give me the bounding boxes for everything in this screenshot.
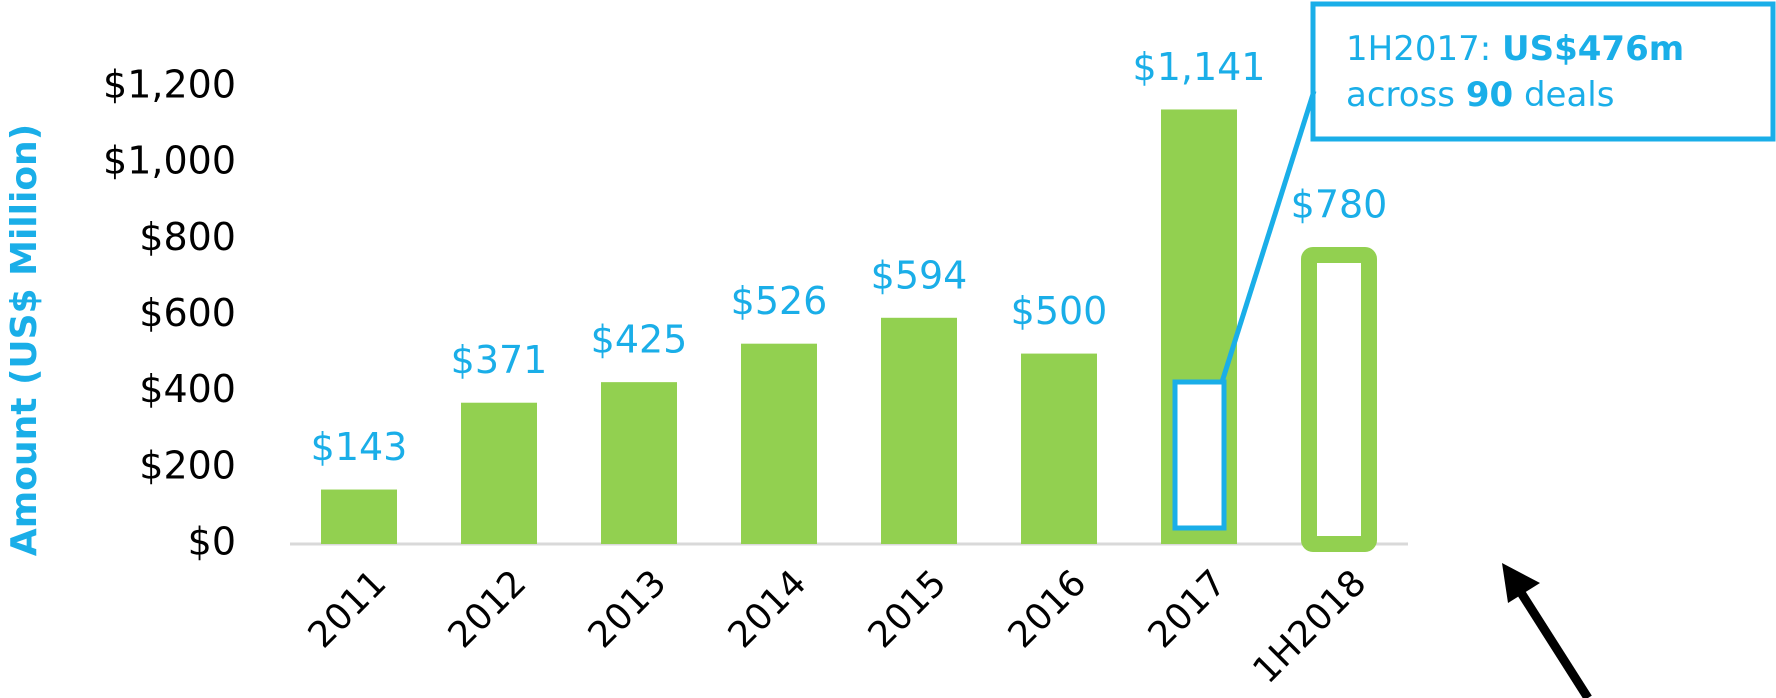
- callout-line2: across 90 deals: [1346, 75, 1614, 115]
- callout-line1: 1H2017: US$476m: [1346, 29, 1684, 69]
- x-tick-label: 2014: [721, 562, 815, 656]
- callout-highlight: [1172, 379, 1227, 531]
- value-label: $780: [1291, 182, 1388, 226]
- bar: [1021, 353, 1097, 544]
- x-tick-label: 2012: [441, 562, 535, 656]
- y-tick-label: $200: [139, 443, 236, 487]
- callout-text: across: [1346, 75, 1455, 115]
- callout-text: 1H2017:: [1346, 29, 1491, 69]
- y-tick-label: $400: [139, 367, 236, 411]
- y-tick-label: $800: [139, 215, 236, 259]
- x-tick-label: 2011: [301, 562, 395, 656]
- value-label: $500: [1011, 289, 1108, 333]
- arrow-head: [1502, 563, 1540, 603]
- arrow: [1514, 585, 1592, 698]
- y-tick-label: $1,200: [103, 63, 236, 107]
- callout-box: [1310, 1, 1776, 142]
- y-tick-label: $600: [139, 291, 236, 335]
- callout-amount: US$476m: [1502, 29, 1684, 69]
- x-tick-label: 2016: [1001, 562, 1095, 656]
- x-tick-label: 2017: [1141, 562, 1235, 656]
- value-label: $371: [451, 338, 548, 382]
- x-tick-label: 2013: [581, 562, 675, 656]
- y-tick-label: $1,000: [103, 139, 236, 183]
- bar: [321, 489, 397, 544]
- callout-text: deals: [1524, 75, 1615, 115]
- value-label: $143: [311, 425, 408, 469]
- value-label: $594: [871, 253, 968, 297]
- value-label: $1,141: [1133, 45, 1266, 89]
- y-tick-label: $0: [188, 520, 236, 564]
- bar: [881, 317, 957, 544]
- bar: [601, 382, 677, 544]
- callout-pointer: [1219, 90, 1317, 383]
- callout-deals: 90: [1466, 75, 1513, 115]
- bar: [741, 343, 817, 544]
- value-label: $526: [731, 279, 828, 323]
- x-tick-label: 2015: [861, 562, 955, 656]
- y-axis-label: Amount (US$ Million): [4, 124, 45, 556]
- bar: [1301, 246, 1377, 552]
- value-label: $425: [591, 318, 688, 362]
- x-tick-label: 1H2018: [1245, 562, 1374, 691]
- bar: [461, 402, 537, 544]
